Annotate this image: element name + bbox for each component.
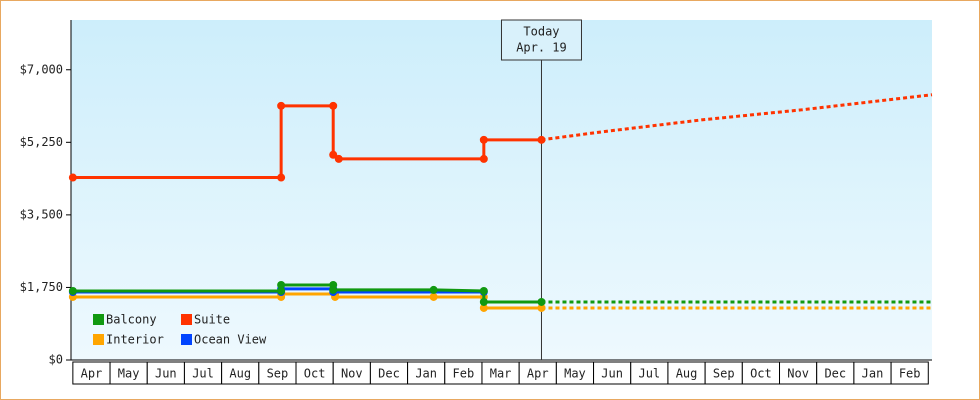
x-tick-label: Mar [490,367,512,381]
month-cell [890,361,929,385]
x-tick-label: Oct [750,367,772,381]
point [537,135,546,144]
point [68,173,77,182]
point [277,280,286,289]
point [537,297,546,306]
x-tick-label: Jul [638,367,660,381]
point [479,135,488,144]
point [68,286,77,295]
legend-swatch [181,334,192,345]
x-tick-label: Feb [899,367,921,381]
point [277,101,286,110]
x-tick-label: Apr [527,367,549,381]
point [537,303,546,312]
x-tick-label: Sep [267,367,289,381]
x-tick-label: Jun [155,367,177,381]
y-tick-label: $1,750 [20,280,63,294]
point [429,292,438,301]
y-tick-label: $0 [49,353,63,367]
x-tick-label: Dec [378,367,400,381]
point [334,154,343,163]
point [329,285,338,294]
x-tick-label: Oct [304,367,326,381]
x-tick-label: May [118,367,140,381]
x-tick-label: Aug [676,367,698,381]
legend-label: Interior [106,333,164,347]
legend-label: Ocean View [194,333,267,347]
legend-swatch [181,314,192,325]
today-label: Today [523,25,559,39]
point [479,154,488,163]
point [277,286,286,295]
x-tick-label: Jun [601,367,623,381]
x-tick-label: Nov [787,367,809,381]
legend-label: Suite [194,313,230,327]
point [479,297,488,306]
x-tick-label: Aug [229,367,251,381]
legend-swatch [93,314,104,325]
x-tick-label: Feb [453,367,475,381]
x-tick-label: Nov [341,367,363,381]
legend-swatch [93,334,104,345]
x-tick-label: Jan [415,367,437,381]
y-tick-label: $7,000 [20,62,63,76]
x-tick-label: May [564,367,586,381]
x-tick-label: Dec [824,367,846,381]
forecast-line [541,93,933,142]
point [329,150,338,159]
point [479,286,488,295]
today-label: Apr. 19 [516,41,567,55]
y-tick-label: $5,250 [20,135,63,149]
x-tick-label: Jul [192,367,214,381]
y-tick-label: $3,500 [20,207,63,221]
point [429,285,438,294]
legend-label: Balcony [106,313,157,327]
x-tick-label: Sep [713,367,735,381]
x-tick-label: Apr [81,367,103,381]
x-tick-label: Jan [862,367,884,381]
point [479,303,488,312]
point [329,101,338,110]
today-box [500,19,582,61]
point [277,173,286,182]
